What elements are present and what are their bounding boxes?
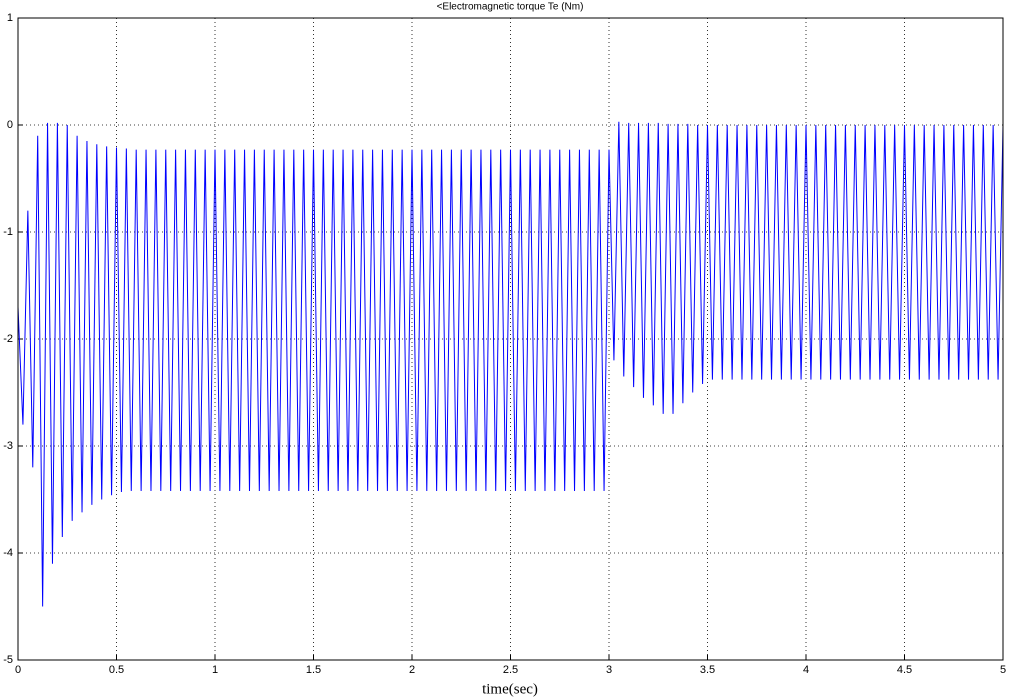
y-tick-label: -2 [3,333,13,345]
x-tick-label: 3 [606,664,612,676]
signal-line [17,121,1004,607]
x-tick-label: 0.5 [109,664,124,676]
x-tick-label: 4 [803,664,809,676]
x-tick-label: 1.5 [306,664,321,676]
y-tick-label: -1 [3,226,13,238]
x-tick-label: 0 [15,664,21,676]
x-axis-label: time(sec) [482,681,538,697]
y-tick-label: -3 [3,440,13,452]
x-tick-label: 3.5 [700,664,715,676]
y-tick-label: -5 [3,654,13,666]
y-tick-label: 1 [7,12,13,24]
y-tick-label: -4 [3,547,13,559]
x-tick-label: 4.5 [897,664,912,676]
x-tick-label: 1 [212,664,218,676]
chart-title: <Electromagnetic torque Te (Nm) [437,2,584,13]
plot-frame [17,17,1004,661]
x-tick-label: 2 [409,664,415,676]
x-tick-label: 5 [1000,664,1006,676]
y-tick-label: 0 [7,119,13,131]
x-tick-label: 2.5 [503,664,518,676]
